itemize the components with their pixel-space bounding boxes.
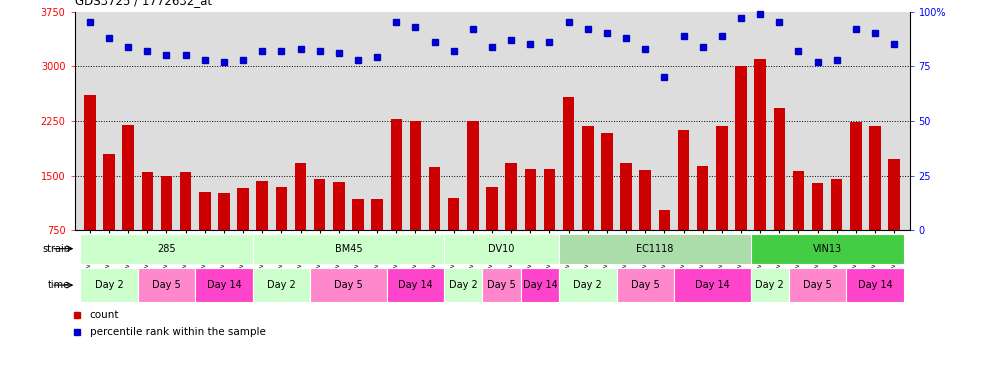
Bar (850, 122, 862, 230)
Text: Day 5: Day 5 (152, 280, 181, 290)
Bar (141, 172, 153, 230)
Bar (238, 188, 248, 230)
Bar (295, 162, 306, 230)
Bar (792, 171, 804, 230)
Bar (639, 170, 651, 230)
Bar (256, 181, 268, 230)
Bar (831, 179, 843, 230)
Text: GDS3725 / 1772632_at: GDS3725 / 1772632_at (75, 0, 212, 7)
Bar (659, 210, 670, 230)
Bar (333, 182, 345, 230)
Bar (391, 119, 402, 230)
Bar (525, 169, 536, 230)
Bar (773, 108, 785, 230)
Text: count: count (89, 310, 119, 320)
Text: Day 2: Day 2 (94, 280, 123, 290)
Bar (812, 183, 823, 230)
Bar (559, 268, 616, 302)
Bar (444, 268, 482, 302)
Text: strain: strain (43, 243, 71, 254)
Bar (846, 268, 904, 302)
Text: Day 2: Day 2 (755, 280, 784, 290)
Text: Day 2: Day 2 (574, 280, 602, 290)
Bar (521, 268, 559, 302)
Bar (582, 126, 593, 230)
Bar (218, 193, 230, 230)
Text: EC1118: EC1118 (636, 243, 674, 254)
Bar (789, 268, 846, 302)
Bar (559, 233, 750, 264)
Text: BM45: BM45 (335, 243, 362, 254)
Bar (180, 172, 192, 230)
Text: Day 14: Day 14 (858, 280, 893, 290)
Bar (122, 124, 134, 230)
Bar (482, 268, 521, 302)
Bar (410, 121, 421, 230)
Text: Day 5: Day 5 (487, 280, 516, 290)
Text: time: time (49, 280, 71, 290)
Bar (314, 179, 325, 230)
Bar (428, 167, 440, 230)
Text: Day 5: Day 5 (334, 280, 363, 290)
Bar (275, 187, 287, 230)
Bar (889, 159, 900, 230)
Bar (252, 268, 310, 302)
Bar (199, 192, 211, 230)
Bar (678, 130, 689, 230)
Bar (138, 268, 195, 302)
Text: Day 14: Day 14 (695, 280, 730, 290)
Bar (870, 126, 881, 230)
Text: Day 14: Day 14 (523, 280, 558, 290)
Bar (467, 121, 479, 230)
Bar (81, 268, 138, 302)
Bar (601, 133, 612, 230)
Bar (674, 268, 750, 302)
Bar (754, 59, 766, 230)
Bar (750, 233, 904, 264)
Bar (486, 187, 498, 230)
Bar (505, 162, 517, 230)
Text: Day 5: Day 5 (803, 280, 832, 290)
Text: Day 2: Day 2 (449, 280, 478, 290)
Text: 285: 285 (157, 243, 176, 254)
Bar (616, 268, 674, 302)
Bar (444, 233, 559, 264)
Bar (697, 166, 709, 230)
Bar (563, 97, 575, 230)
Bar (716, 126, 728, 230)
Bar (252, 233, 444, 264)
Text: Day 2: Day 2 (267, 280, 296, 290)
Bar (84, 95, 95, 230)
Bar (544, 169, 556, 230)
Bar (161, 176, 172, 230)
Text: Day 5: Day 5 (631, 280, 660, 290)
Bar (310, 268, 387, 302)
Bar (387, 268, 444, 302)
Text: DV10: DV10 (488, 243, 515, 254)
Bar (81, 233, 252, 264)
Bar (352, 199, 364, 230)
Bar (736, 66, 746, 230)
Bar (372, 199, 383, 230)
Bar (103, 154, 114, 230)
Text: Day 14: Day 14 (207, 280, 242, 290)
Text: VIN13: VIN13 (813, 243, 842, 254)
Text: percentile rank within the sample: percentile rank within the sample (89, 327, 265, 337)
Text: Day 14: Day 14 (398, 280, 432, 290)
Bar (750, 268, 789, 302)
Bar (195, 268, 252, 302)
Bar (620, 162, 632, 230)
Bar (448, 197, 459, 230)
